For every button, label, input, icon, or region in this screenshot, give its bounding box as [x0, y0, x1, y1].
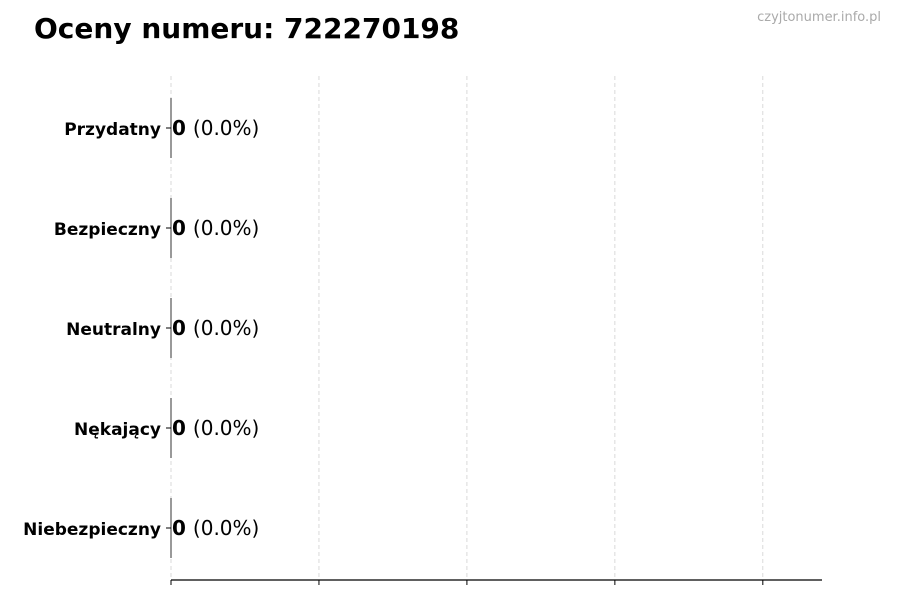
data-label-percent: (0.0%): [193, 116, 259, 140]
data-label: 0 (0.0%): [172, 116, 259, 140]
data-label: 0 (0.0%): [172, 416, 259, 440]
data-label-count: 0: [172, 116, 186, 140]
y-tick-label: Bezpieczny: [54, 220, 161, 240]
data-label-count: 0: [172, 216, 186, 240]
data-label-percent: (0.0%): [193, 216, 259, 240]
chart-title: Oceny numeru: 722270198: [34, 12, 460, 45]
data-label-count: 0: [172, 516, 186, 540]
y-tick-label: Neutralny: [66, 320, 161, 340]
y-tick-label: Niebezpieczny: [23, 520, 161, 540]
data-label: 0 (0.0%): [172, 216, 259, 240]
data-label-percent: (0.0%): [193, 516, 259, 540]
y-tick-label: Nękający: [74, 420, 161, 440]
data-label: 0 (0.0%): [172, 516, 259, 540]
data-label-percent: (0.0%): [193, 316, 259, 340]
data-label-count: 0: [172, 316, 186, 340]
data-label: 0 (0.0%): [172, 316, 259, 340]
data-label-percent: (0.0%): [193, 416, 259, 440]
data-label-count: 0: [172, 416, 186, 440]
watermark: czyjtonumer.info.pl: [757, 10, 881, 25]
y-tick-label: Przydatny: [64, 120, 161, 140]
